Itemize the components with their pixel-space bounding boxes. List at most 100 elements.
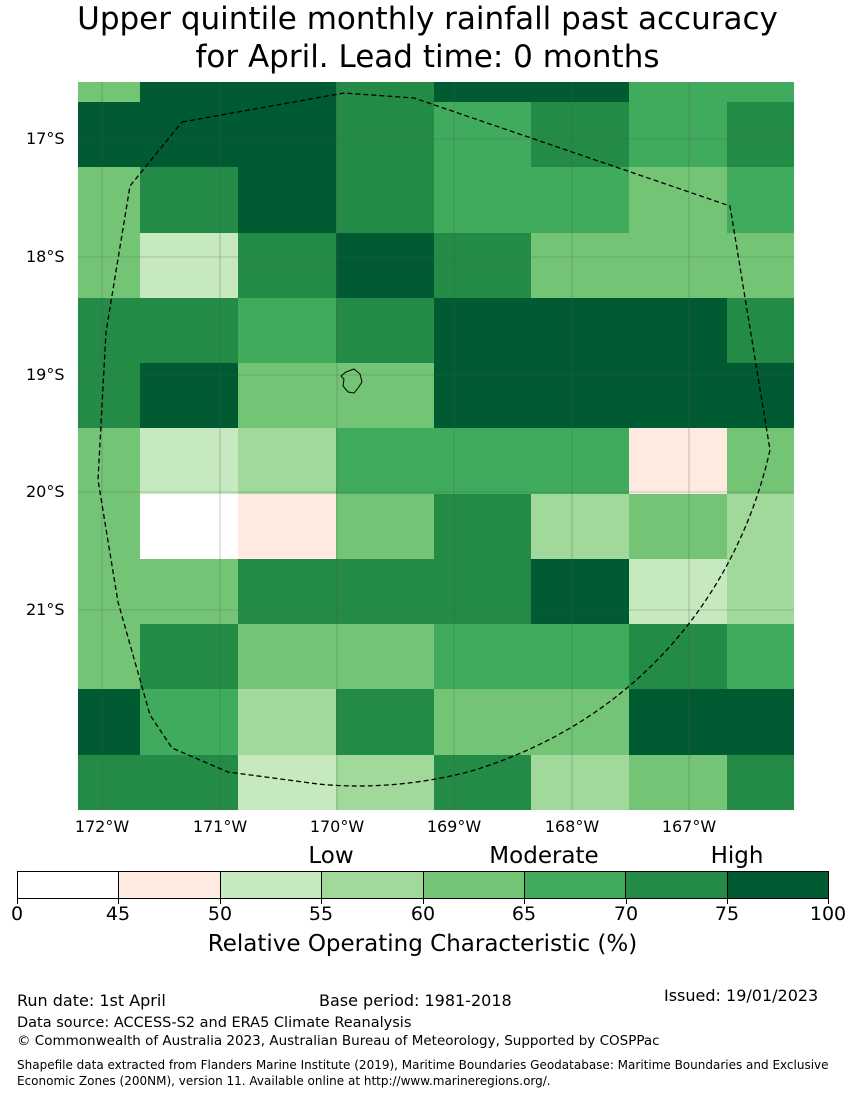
grid-cell [140, 167, 238, 233]
grid-cell [336, 233, 434, 298]
grid-cell [140, 624, 238, 689]
grid-cell [531, 82, 629, 102]
data-source: Data source: ACCESS-S2 and ERA5 Climate … [17, 1015, 412, 1031]
grid-cell [238, 102, 336, 167]
lat-label-21s: 21°S [26, 600, 65, 619]
colorbar-tick-mark [626, 899, 627, 904]
lon-label-168w: 168°W [544, 817, 600, 836]
colorbar-tick-mark [321, 899, 322, 904]
grid-cell [727, 428, 794, 494]
colorbar-tick-65: 65 [511, 903, 537, 925]
grid-cell [140, 494, 238, 559]
colorbar-segment [626, 872, 728, 898]
grid-cell [629, 82, 727, 102]
grid-cell [336, 494, 434, 559]
colorbar-segment [423, 872, 525, 898]
colorbar-tick-45: 45 [105, 903, 131, 925]
base-period: Base period: 1981-2018 [319, 991, 512, 1010]
grid-cell [531, 428, 629, 494]
lon-label-172w: 172°W [74, 817, 130, 836]
grid-cell [336, 82, 434, 102]
grid-cell [434, 102, 531, 167]
grid-cell [727, 298, 794, 363]
lat-label-18s: 18°S [26, 247, 65, 266]
grid-cell [140, 82, 238, 102]
grid-cell [336, 624, 434, 689]
issued-date: Issued: 19/01/2023 [664, 986, 819, 1005]
grid-cell [629, 102, 727, 167]
grid-cell [531, 755, 629, 810]
grid-cell [238, 428, 336, 494]
grid-cell [629, 494, 727, 559]
grid-cell [629, 298, 727, 363]
map-canvas [78, 82, 794, 810]
grid-cell [531, 102, 629, 167]
grid-cell [78, 167, 140, 233]
grid-cell [238, 233, 336, 298]
grid-cell [238, 298, 336, 363]
shapefile-credit: Shapefile data extracted from Flanders M… [17, 1058, 829, 1088]
grid-cell [727, 624, 794, 689]
grid-cell [238, 755, 336, 810]
legend-category-moderate: Moderate [489, 843, 599, 869]
grid-cell [78, 624, 140, 689]
colorbar-tick-60: 60 [410, 903, 436, 925]
grid-cell [434, 624, 531, 689]
colorbar-segment [727, 872, 828, 898]
grid-cell [238, 167, 336, 233]
island-outline [340, 368, 363, 394]
grid-cell [531, 167, 629, 233]
colorbar-segment [220, 872, 323, 898]
grid-cell [434, 559, 531, 624]
copyright: © Commonwealth of Australia 2023, Austra… [17, 1033, 660, 1049]
colorbar-tick-mark [524, 899, 525, 904]
grid-cell [140, 233, 238, 298]
colorbar-tick-mark [118, 899, 119, 904]
grid-cell [78, 689, 140, 755]
grid-cell [140, 428, 238, 494]
grid-cell [336, 102, 434, 167]
grid-cell [434, 167, 531, 233]
grid-cell [140, 102, 238, 167]
grid-cell [727, 559, 794, 624]
grid-cell [336, 167, 434, 233]
grid-cell [336, 428, 434, 494]
lon-label-169w: 169°W [426, 817, 482, 836]
colorbar-tick-75: 75 [714, 903, 740, 925]
lon-label-171w: 171°W [192, 817, 248, 836]
grid-cell [531, 624, 629, 689]
grid-cell [78, 102, 140, 167]
grid-cell [78, 298, 140, 363]
grid-cell [78, 363, 140, 428]
colorbar-tick-mark [423, 899, 424, 904]
colorbar-tick-mark [220, 899, 221, 904]
grid-cell [140, 755, 238, 810]
legend-category-low: Low [308, 843, 354, 869]
grid-cell [727, 494, 794, 559]
grid-cell [531, 494, 629, 559]
grid-cell [629, 689, 727, 755]
colorbar-tick-mark [17, 899, 18, 904]
colorbar-segment [18, 872, 120, 898]
grid-cell [434, 494, 531, 559]
colorbar-tick-mark [727, 899, 728, 904]
grid-cell [531, 298, 629, 363]
grid-cell [434, 82, 531, 102]
lat-label-19s: 19°S [26, 365, 65, 384]
grid-cell [336, 298, 434, 363]
colorbar-segment [524, 872, 627, 898]
grid-cell [78, 559, 140, 624]
lon-label-167w: 167°W [661, 817, 717, 836]
accuracy-map [78, 82, 794, 810]
grid-cell [727, 167, 794, 233]
grid-cell [727, 233, 794, 298]
grid-cell [78, 428, 140, 494]
legend-category-high: High [710, 843, 764, 869]
grid-cell [629, 428, 727, 494]
grid-cell [434, 233, 531, 298]
colorbar-tick-70: 70 [613, 903, 639, 925]
chart-title: Upper quintile monthly rainfall past acc… [0, 0, 855, 76]
colorbar-segment [322, 872, 424, 898]
title-line-1: Upper quintile monthly rainfall past acc… [77, 1, 778, 37]
grid-cell [336, 755, 434, 810]
